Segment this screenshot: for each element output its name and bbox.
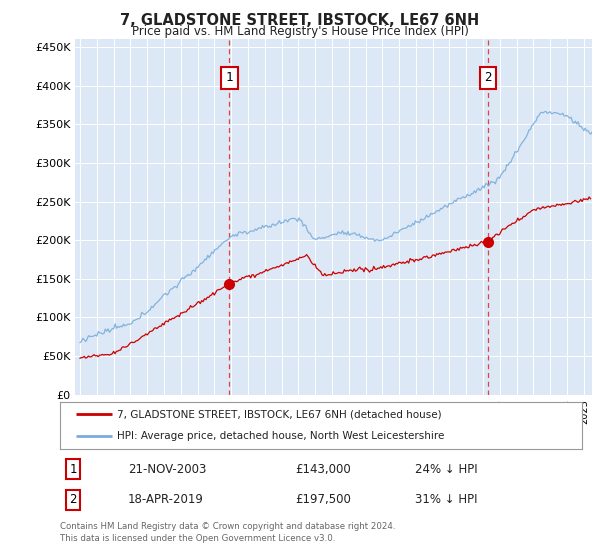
Text: £143,000: £143,000 (295, 463, 350, 475)
Text: 1: 1 (70, 463, 77, 475)
Text: 31% ↓ HPI: 31% ↓ HPI (415, 493, 478, 506)
Text: HPI: Average price, detached house, North West Leicestershire: HPI: Average price, detached house, Nort… (118, 431, 445, 441)
Text: 7, GLADSTONE STREET, IBSTOCK, LE67 6NH (detached house): 7, GLADSTONE STREET, IBSTOCK, LE67 6NH (… (118, 409, 442, 419)
Text: 7, GLADSTONE STREET, IBSTOCK, LE67 6NH: 7, GLADSTONE STREET, IBSTOCK, LE67 6NH (121, 13, 479, 29)
Text: 1: 1 (226, 71, 233, 85)
Text: 2: 2 (484, 71, 492, 85)
Text: 2: 2 (70, 493, 77, 506)
Text: 21-NOV-2003: 21-NOV-2003 (128, 463, 206, 475)
Text: 18-APR-2019: 18-APR-2019 (128, 493, 204, 506)
Text: 24% ↓ HPI: 24% ↓ HPI (415, 463, 478, 475)
Text: Contains HM Land Registry data © Crown copyright and database right 2024.
This d: Contains HM Land Registry data © Crown c… (60, 522, 395, 543)
Text: Price paid vs. HM Land Registry's House Price Index (HPI): Price paid vs. HM Land Registry's House … (131, 25, 469, 38)
Text: £197,500: £197,500 (295, 493, 351, 506)
